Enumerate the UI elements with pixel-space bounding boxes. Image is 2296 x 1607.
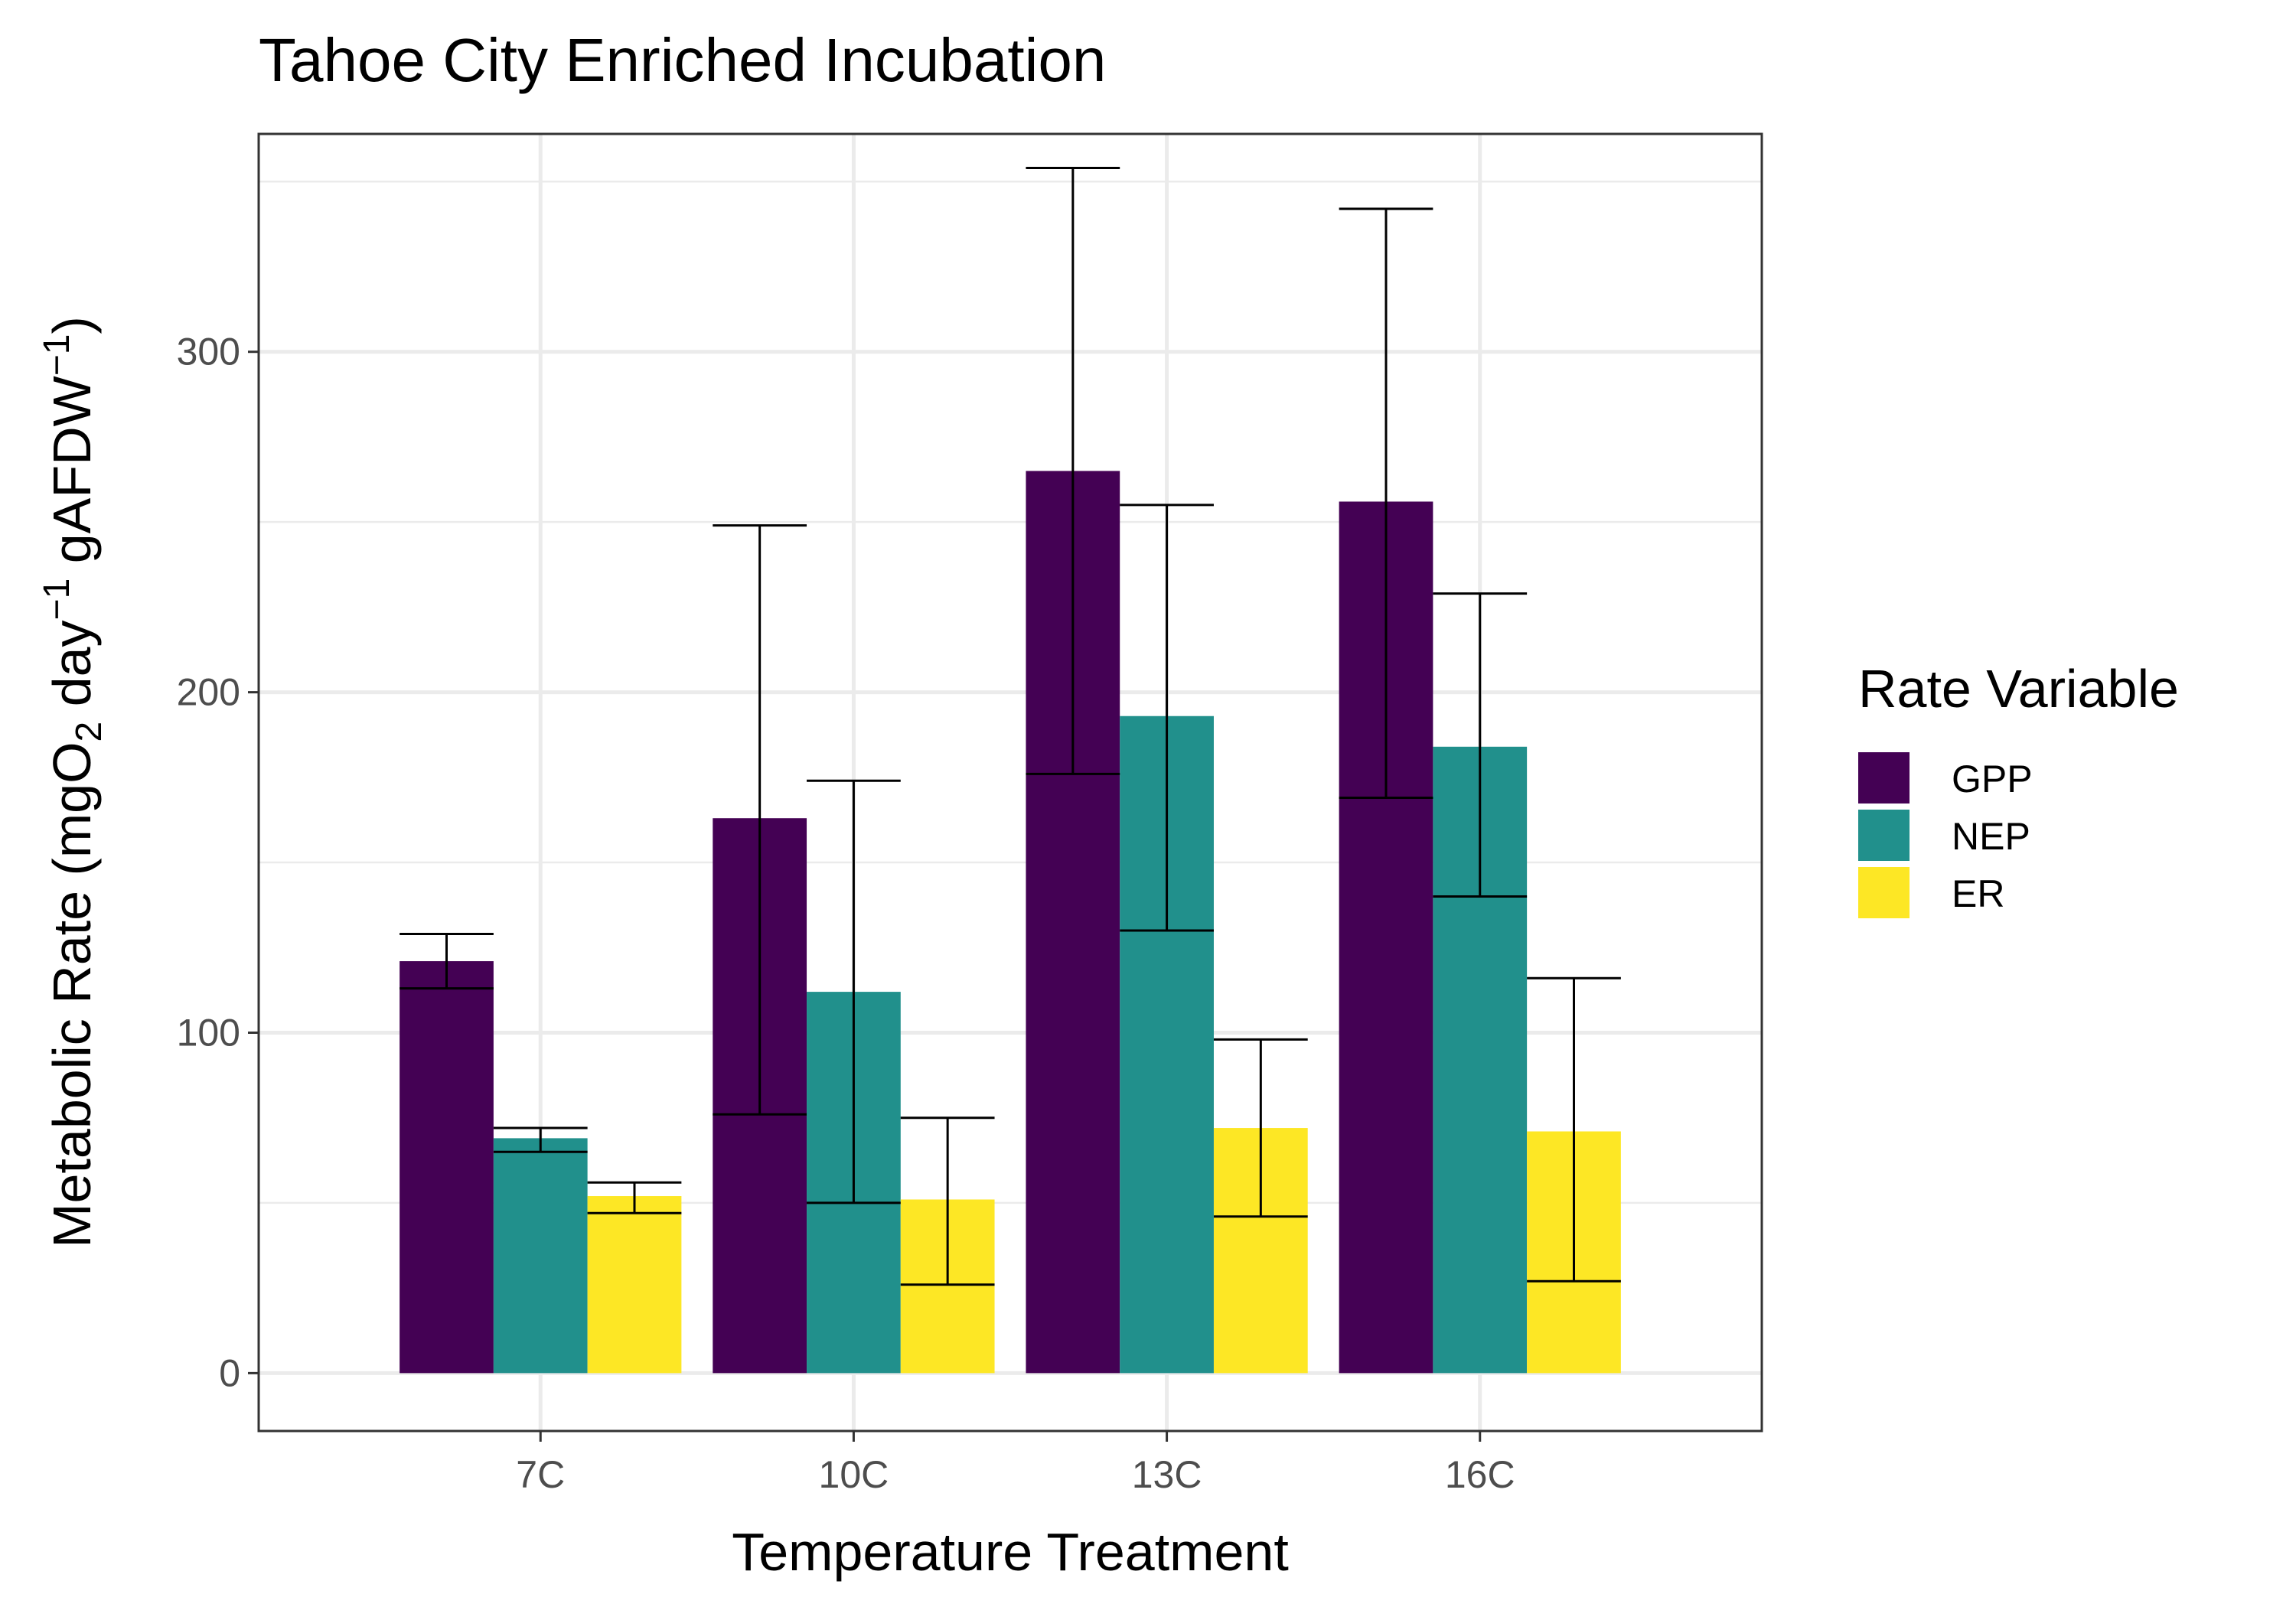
legend-item-nep: NEP — [1858, 810, 2030, 861]
chart-title: Tahoe City Enriched Incubation — [259, 26, 1106, 94]
legend-swatch-er — [1858, 867, 1910, 918]
panel-border — [257, 132, 1763, 1433]
legend-swatch-gpp — [1858, 752, 1910, 804]
error-bar-er-16c — [1527, 976, 1621, 1283]
legend-label: ER — [1952, 872, 2004, 915]
y-axis-title-lead: Metabolic Rate (mgO — [42, 742, 102, 1247]
y-axis-title-superscript1: −1 — [37, 579, 77, 621]
bar-nep-7c — [493, 1138, 588, 1374]
x-tick-label: 7C — [516, 1453, 565, 1496]
error-bar-er-10c — [900, 1116, 995, 1286]
legend-label: NEP — [1952, 815, 2030, 858]
error-bars — [400, 166, 1621, 1286]
y-tick-label: 200 — [177, 671, 240, 714]
y-axis-title-mid1: day — [42, 620, 102, 721]
axes: 0 100 200 300 7C 10C 13C 16C — [177, 331, 1515, 1496]
error-bar-er-13c — [1213, 1038, 1308, 1218]
y-tick-label: 100 — [177, 1011, 240, 1054]
legend-label: GPP — [1952, 758, 2033, 800]
bar-er-7c — [587, 1196, 682, 1374]
error-bar-nep-10c — [807, 779, 901, 1204]
error-bar-er-7c — [587, 1181, 682, 1214]
bars — [400, 471, 1621, 1374]
y-axis-title-mid2: gAFDW — [42, 376, 102, 578]
error-bar-gpp-7c — [400, 932, 494, 990]
y-tick-label: 300 — [177, 331, 240, 373]
legend-title: Rate Variable — [1858, 659, 2179, 719]
x-tick-label: 13C — [1132, 1453, 1202, 1496]
error-bar-nep-7c — [493, 1126, 588, 1153]
legend-item-gpp: GPP — [1858, 752, 2033, 804]
x-tick-label: 16C — [1445, 1453, 1515, 1496]
error-bar-gpp-10c — [713, 524, 807, 1116]
bar-gpp-7c — [400, 961, 494, 1374]
legend: Rate Variable GPP NEP ER — [1858, 659, 2179, 918]
x-axis-title: Temperature Treatment — [732, 1522, 1289, 1582]
y-tick-label: 0 — [219, 1351, 240, 1394]
y-axis-title-tail: ) — [42, 316, 102, 334]
x-tick-label: 10C — [819, 1453, 889, 1496]
y-axis-title-superscript2: −1 — [37, 334, 77, 376]
error-bar-gpp-16c — [1339, 207, 1433, 800]
error-bar-nep-13c — [1120, 504, 1214, 932]
y-axis-title-subscript: 2 — [69, 722, 109, 742]
legend-item-er: ER — [1858, 867, 2004, 918]
legend-swatch-nep — [1858, 810, 1910, 861]
error-bar-gpp-13c — [1026, 166, 1120, 775]
y-axis-title: Metabolic Rate (mgO2 day−1 gAFDW−1) — [37, 316, 109, 1248]
error-bar-nep-16c — [1433, 592, 1528, 898]
